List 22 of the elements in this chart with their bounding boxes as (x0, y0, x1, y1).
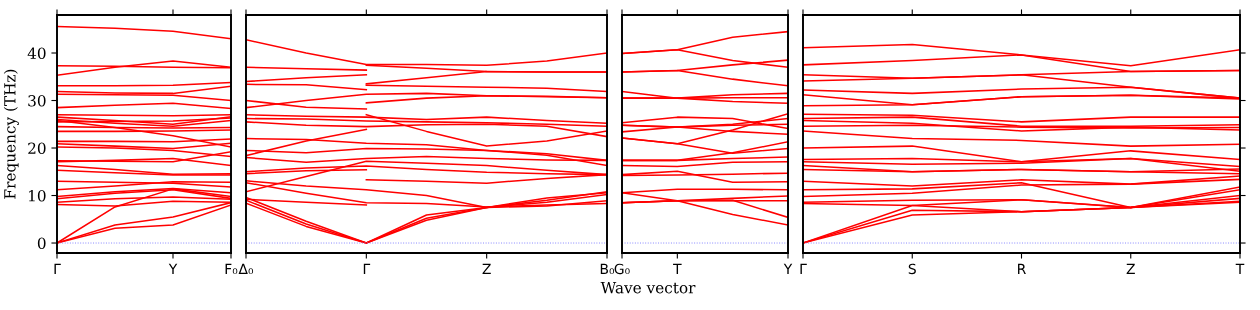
x-tick-label: Y (783, 263, 793, 274)
x-tick-label: S (908, 263, 916, 275)
x-tick-label: Γ (54, 263, 61, 274)
y-tick-label: 20 (28, 142, 46, 155)
y-tick-label: 0 (37, 237, 46, 250)
x-tick-label: B₀ (600, 263, 615, 275)
x-axis-title: Wave vector (600, 282, 696, 294)
x-tick-label: Γ (363, 263, 371, 274)
x-tick-label: F₀ (225, 263, 238, 275)
y-tick-label: 10 (29, 189, 46, 202)
x-tick-label: Δ₀ (238, 263, 254, 275)
x-tick-label: Z (482, 263, 491, 274)
x-tick-label: G₀ (614, 263, 630, 275)
y-tick-label: 30 (28, 94, 46, 107)
y-axis-title: Frequency (THz) (3, 69, 19, 199)
x-tick-label: R (1018, 263, 1026, 274)
x-tick-label: Z (1126, 263, 1135, 274)
x-tick-label: Γ (800, 263, 807, 274)
y-tick-label: 40 (27, 47, 46, 60)
x-tick-label: T (673, 263, 682, 274)
x-tick-label: Y (168, 263, 178, 274)
x-tick-label: T (1235, 263, 1245, 274)
